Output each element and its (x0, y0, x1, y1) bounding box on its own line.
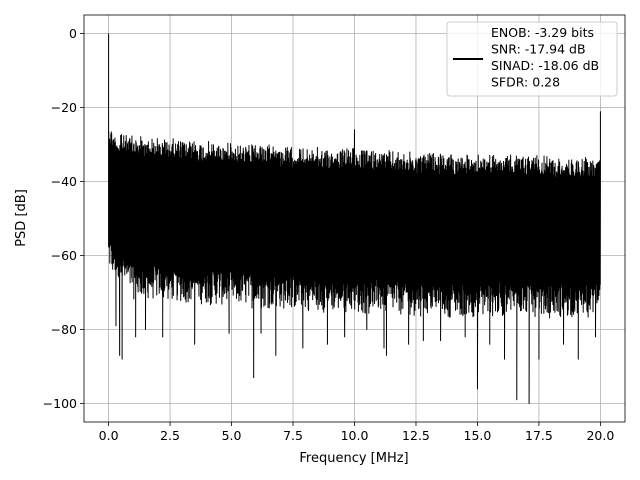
legend-label: ENOB: -3.29 bits SNR: -17.94 dB SINAD: -18… (491, 25, 599, 90)
x-tick-label: 0.0 (99, 428, 119, 443)
x-axis-ticks: 0.0 2.5 5.0 7.5 10.0 12.5 15.0 17.5 20.0 (99, 422, 614, 443)
y-tick-label: −20 (51, 100, 77, 115)
legend: ENOB: -3.29 bits SNR: -17.94 dB SINAD: -18… (446, 21, 618, 97)
x-tick-label: 5.0 (222, 428, 242, 443)
x-tick-label: 20.0 (586, 428, 614, 443)
y-axis-ticks: 0 −20 −40 −60 −80 −100 (43, 26, 84, 411)
y-tick-label: −60 (51, 248, 77, 263)
y-tick-label: −80 (51, 322, 77, 337)
x-tick-label: 7.5 (283, 428, 303, 443)
series-psd-trace (108, 33, 601, 404)
legend-line-text: SNR: -17.94 dB (491, 42, 586, 57)
x-axis-label: Frequency [MHz] (299, 451, 408, 466)
x-tick-label: 10.0 (341, 428, 369, 443)
y-tick-label: 0 (69, 26, 77, 41)
legend-line-text: ENOB: -3.29 bits (491, 25, 594, 40)
x-tick-label: 2.5 (160, 428, 180, 443)
x-tick-label: 17.5 (525, 428, 553, 443)
y-tick-label: −100 (43, 396, 77, 411)
legend-box (446, 21, 618, 97)
x-tick-label: 15.0 (464, 428, 492, 443)
y-tick-label: −40 (51, 174, 77, 189)
legend-line-text: SINAD: -18.06 dB (491, 58, 599, 73)
x-tick-label: 12.5 (402, 428, 430, 443)
y-axis-label: PSD [dB] (14, 189, 29, 247)
legend-line-text: SFDR: 0.28 (491, 75, 560, 90)
psd-line (108, 33, 601, 404)
